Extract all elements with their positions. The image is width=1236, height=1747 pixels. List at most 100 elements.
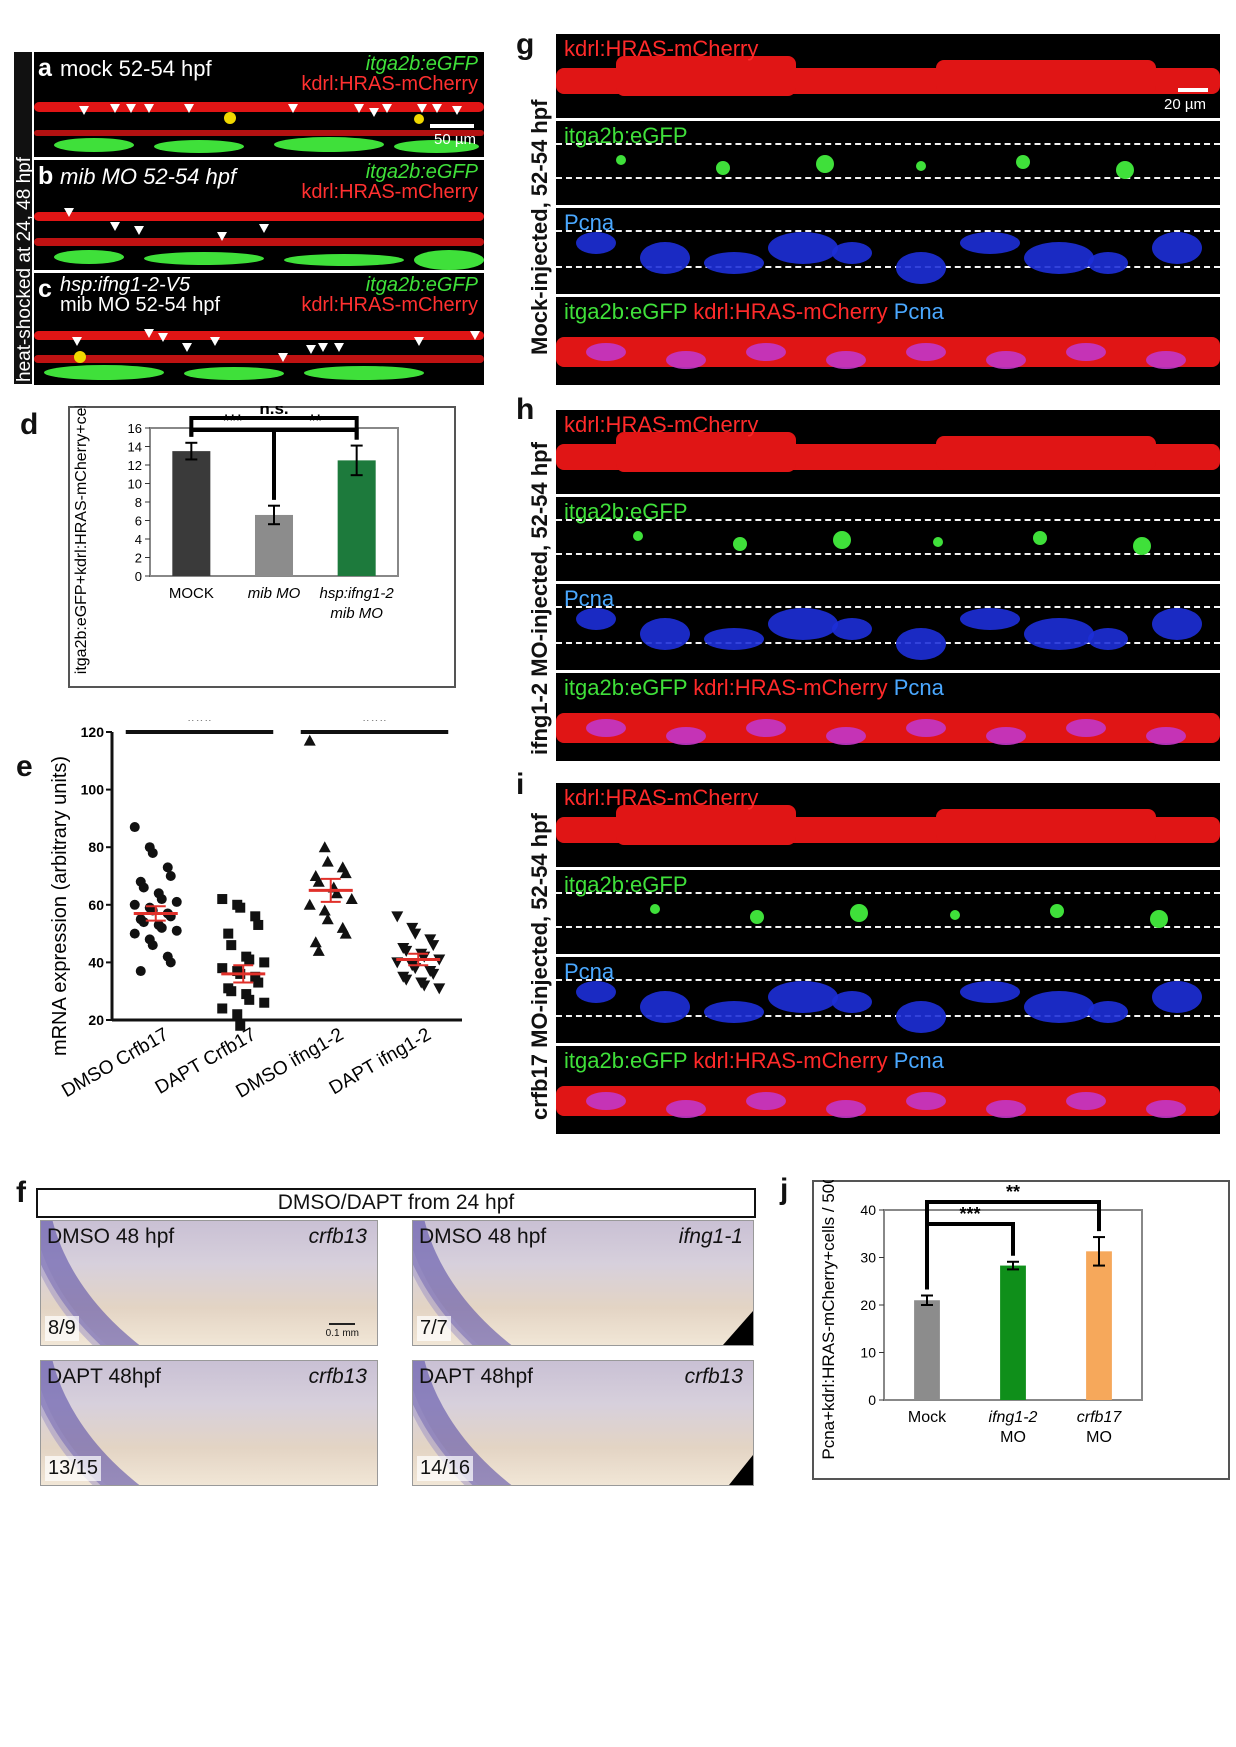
data-point — [253, 977, 264, 988]
bar — [337, 460, 376, 576]
category-label: ifng1-2 — [989, 1409, 1038, 1426]
data-point — [345, 893, 358, 905]
data-point — [250, 911, 261, 922]
category-label: DMSO Crfb17 — [58, 1024, 172, 1102]
category-label: MO — [1000, 1429, 1026, 1446]
ish-1-gene: crfb13 — [308, 1225, 367, 1248]
panel-g-scale-label: 20 µm — [1164, 96, 1206, 113]
data-point — [226, 940, 237, 951]
y-tick-label: 20 — [860, 1297, 876, 1313]
significance-label: *** — [223, 411, 243, 430]
panel-a-ch1: itga2b:eGFP — [365, 53, 478, 75]
y-tick-label: 100 — [81, 782, 105, 798]
ish-1-count: 8/9 — [45, 1316, 79, 1341]
category-label: Mock — [908, 1409, 947, 1426]
ish-4-count: 14/16 — [417, 1456, 474, 1481]
data-point — [303, 734, 316, 746]
y-axis-label: mRNA expression (arbitrary units) — [49, 756, 71, 1056]
data-point — [318, 904, 331, 916]
data-point — [244, 954, 255, 965]
panel-a-scale-label: 50 µm — [434, 131, 476, 148]
panel-j-letter: j — [780, 1173, 789, 1206]
data-point — [427, 940, 440, 952]
panel-b-title: mib MO 52-54 hpf — [60, 164, 237, 189]
panel-h-letter: h — [516, 393, 535, 426]
strip-pcna: Pcna — [556, 584, 1220, 670]
panel-b-ch1: itga2b:eGFP — [365, 161, 478, 183]
bar — [1000, 1265, 1026, 1400]
data-point — [147, 847, 158, 858]
panel-f-letter: f — [16, 1176, 26, 1209]
data-point — [250, 971, 261, 982]
category-label: MOCK — [169, 585, 214, 602]
strip-pcna: Pcna — [556, 957, 1220, 1043]
strip-label: itga2b:eGFP kdrl:HRAS-mCherry Pcna — [564, 1048, 944, 1073]
y-tick-label: 30 — [860, 1250, 876, 1266]
strip-merge: itga2b:eGFP kdrl:HRAS-mCherry Pcna — [556, 297, 1220, 385]
y-tick-label: 6 — [135, 514, 142, 529]
strip-label: Pcna — [564, 586, 615, 611]
bar — [172, 451, 211, 576]
significance-bracket — [925, 1222, 1015, 1290]
y-tick-label: 12 — [128, 458, 142, 473]
data-point — [400, 974, 413, 986]
panel-d-letter: d — [20, 408, 39, 441]
strip-label: itga2b:eGFP — [564, 123, 688, 148]
data-point — [226, 986, 237, 997]
ish-image-4: DAPT 48hpf crfb13 14/16 — [412, 1360, 754, 1486]
ish-4-corner — [729, 1455, 753, 1485]
y-tick-label: 80 — [88, 839, 104, 855]
panel-c-ch1: itga2b:eGFP — [365, 274, 478, 296]
strip-mcherry: kdrl:HRAS-mCherry — [556, 783, 1220, 867]
strip-egfp: itga2b:eGFP — [556, 497, 1220, 581]
strip-label: kdrl:HRAS-mCherry — [564, 412, 759, 437]
data-point — [217, 963, 228, 974]
data-point — [303, 898, 316, 910]
panel-c-image: c hsp:ifng1-2-V5 mib MO 52-54 hpf itga2b… — [34, 273, 484, 385]
strip-label: Pcna — [564, 959, 615, 984]
significance-bracket — [925, 1200, 1101, 1290]
data-point — [235, 1020, 246, 1031]
data-point — [433, 983, 446, 995]
data-point — [165, 957, 176, 968]
panel-f-banner-text: DMSO/DAPT from 24 hpf — [277, 1191, 515, 1214]
y-axis-label: Pcna+kdrl:HRAS-mCherry+cells / 500µm — [819, 1180, 838, 1460]
panel-a-image: a mock 52-54 hpf itga2b:eGFP kdrl:HRAS-m… — [34, 52, 484, 157]
bar — [1086, 1251, 1112, 1400]
significance-bracket — [189, 416, 359, 440]
data-point — [406, 922, 419, 934]
panel-b-letter: b — [38, 162, 54, 190]
data-point — [171, 925, 182, 936]
panel-i-letter: i — [516, 768, 525, 801]
y-tick-label: 120 — [81, 724, 105, 740]
y-axis-label: itga2b:eGFP+kdrl:HRAS-mCherry+cells / 50… — [73, 406, 90, 674]
y-tick-label: 4 — [135, 532, 142, 547]
y-tick-label: 8 — [135, 495, 142, 510]
panel-i-side: crfb17 MO-injected, 52-54 hpf — [527, 813, 552, 1120]
strip-label: itga2b:eGFP — [564, 872, 688, 897]
strip-label: kdrl:HRAS-mCherry — [564, 36, 759, 61]
ish-image-2: DMSO 48 hpf ifng1-1 7/7 — [412, 1220, 754, 1346]
data-point — [138, 917, 149, 928]
panel-a-title: mock 52-54 hpf — [60, 56, 212, 81]
y-tick-label: 0 — [868, 1392, 876, 1408]
panel-b-image: b mib MO 52-54 hpf itga2b:eGFP kdrl:HRAS… — [34, 160, 484, 270]
chart-frame — [68, 406, 456, 688]
panel-h-side: ifng1-2 MO-injected, 52-54 hpf — [527, 442, 552, 755]
ish-3-count: 13/15 — [45, 1456, 102, 1481]
bar — [914, 1300, 940, 1400]
panel-f-banner: DMSO/DAPT from 24 hpf — [36, 1188, 756, 1218]
category-label: crfb17 — [1077, 1409, 1123, 1426]
strip-label: itga2b:eGFP — [564, 499, 688, 524]
panel-a-letter: a — [38, 54, 52, 82]
panel-a-ch2: kdrl:HRAS-mCherry — [301, 73, 478, 95]
abc-side-bar — [14, 52, 32, 384]
data-point — [253, 919, 264, 930]
panel-d-chart: 0 2 4 6 8 10 12 14 16 MOCK mib MO hsp:ifng1-2 mib MO… — [68, 406, 456, 688]
strip-label: itga2b:eGFP kdrl:HRAS-mCherry Pcna — [564, 299, 944, 324]
data-point — [129, 928, 140, 939]
ish-3-title: DAPT 48hpf — [47, 1365, 162, 1388]
y-tick-label: 60 — [88, 897, 104, 913]
ish-3-gene: crfb13 — [308, 1365, 367, 1388]
